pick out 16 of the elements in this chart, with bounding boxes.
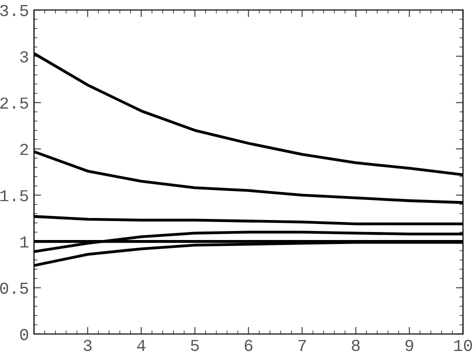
y-tick-label: 1 <box>20 236 28 248</box>
x-tick-label: 7 <box>298 340 306 351</box>
x-tick-label: 4 <box>137 340 146 351</box>
x-tick-label: 6 <box>244 340 252 352</box>
x-tick-label: 9 <box>406 340 414 352</box>
x-tick-label: 10 <box>454 340 472 352</box>
x-tick-label: 8 <box>352 340 360 352</box>
y-tick-label: 3.5 <box>0 4 28 16</box>
y-tick-label: 2 <box>20 144 28 155</box>
y-tick-label: 1.5 <box>0 190 28 202</box>
y-tick-label: 3 <box>20 51 28 62</box>
y-tick-label: 2.5 <box>0 97 28 109</box>
y-tick-label: 0.5 <box>0 282 28 294</box>
x-tick-label: 5 <box>190 340 199 352</box>
y-tick-label: 0 <box>20 328 28 340</box>
x-tick-label: 3 <box>84 340 92 352</box>
